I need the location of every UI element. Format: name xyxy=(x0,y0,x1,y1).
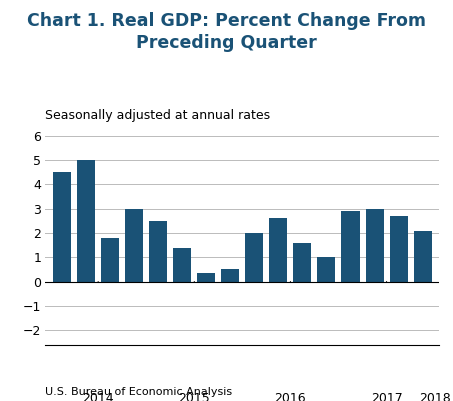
Bar xyxy=(222,269,239,282)
Bar xyxy=(125,209,143,282)
Bar xyxy=(294,243,312,282)
Text: Chart 1. Real GDP: Percent Change From
Preceding Quarter: Chart 1. Real GDP: Percent Change From P… xyxy=(27,12,426,52)
Bar xyxy=(414,231,432,282)
Bar xyxy=(390,216,408,282)
Text: Seasonally adjusted at annual rates: Seasonally adjusted at annual rates xyxy=(45,109,270,122)
Text: 2016: 2016 xyxy=(275,393,306,401)
Bar xyxy=(173,247,191,282)
Text: 2015: 2015 xyxy=(178,393,210,401)
Text: 2017: 2017 xyxy=(371,393,402,401)
Text: 2014: 2014 xyxy=(82,393,114,401)
Bar xyxy=(342,211,360,282)
Bar xyxy=(270,218,287,282)
Bar xyxy=(149,221,167,282)
Text: 2018: 2018 xyxy=(419,393,450,401)
Bar xyxy=(77,160,95,282)
Bar xyxy=(318,257,336,282)
Bar xyxy=(101,238,119,282)
Bar xyxy=(198,273,215,282)
Bar xyxy=(366,209,384,282)
Bar xyxy=(246,233,263,282)
Text: U.S. Bureau of Economic Analysis: U.S. Bureau of Economic Analysis xyxy=(45,387,232,397)
Bar xyxy=(53,172,71,282)
